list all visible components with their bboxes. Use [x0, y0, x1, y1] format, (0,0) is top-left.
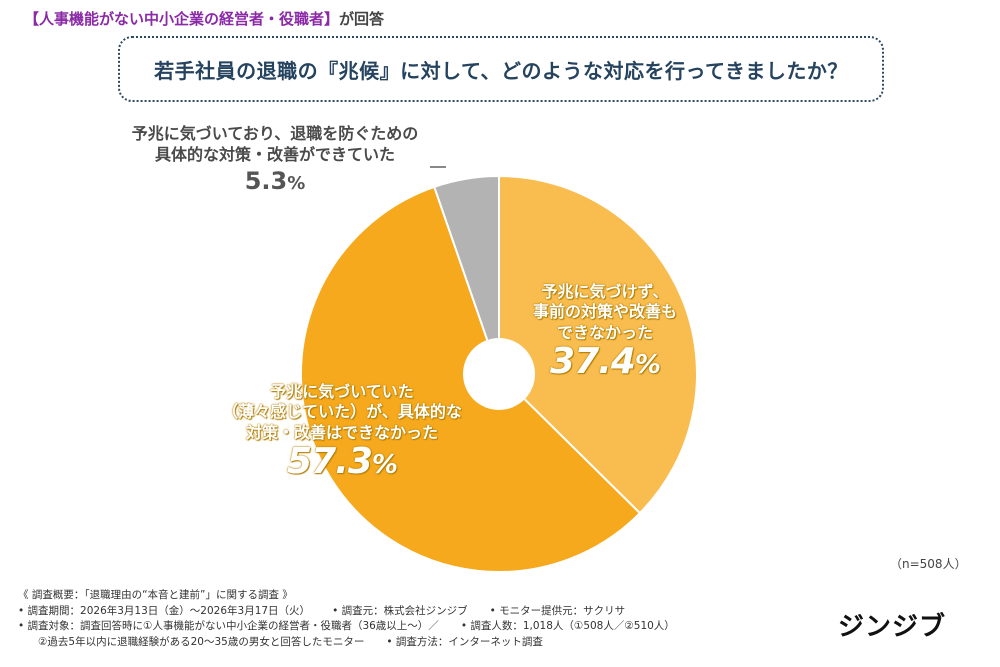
survey-subtitle-suffix: が回答	[339, 10, 385, 28]
pie-slice-3	[433, 174, 500, 375]
slice-label-unnoticed: 予兆に気づけず、 事前の対策や改善も できなかった 37.4%	[500, 282, 710, 381]
slice-label-unnoticed-line2: 事前の対策や改善も	[532, 302, 677, 322]
notes-title: 《 調査概要：「退職理由の“本音と建前”」に関する調査 》	[18, 589, 293, 601]
donut-hole	[463, 338, 535, 410]
survey-notes: 《 調査概要：「退職理由の“本音と建前”」に関する調査 》 • 調査期間：202…	[18, 588, 675, 650]
slice-label-acted-line2: 具体的な対策・改善ができていた	[154, 144, 395, 164]
question-box: 若手社員の退職の『兆候』に対して、どのような対応を行ってきましたか？	[118, 36, 884, 102]
notes-line-4: ②過去5年以内に退職経験がある20〜35歳の男女と回答したモニター • 調査方法：…	[38, 635, 543, 648]
slice-label-noticed-line3: 対策・改善はできなかった	[245, 422, 438, 442]
slice-value-unnoticed: 37.4%	[550, 341, 661, 383]
slice-label-acted-line1: 予兆に気づいており、退職を防ぐための	[131, 124, 419, 143]
slice-label-unnoticed-line1: 予兆に気づけず、	[541, 282, 669, 301]
sample-size: （n=508人）	[890, 557, 967, 571]
slice-label-noticed-line2: （薄々感じていた）が、具体的な	[222, 402, 462, 422]
survey-subtitle: 【人事機能がない中小企業の経営者・役職者】が回答	[24, 10, 385, 28]
gray-slice-leader-line	[430, 166, 446, 168]
slice-value-acted: 5.3%	[244, 166, 306, 195]
company-logo: ジンジブ	[838, 612, 947, 642]
slice-value-noticed: 57.3%	[287, 441, 398, 483]
slice-label-unnoticed-line3: できなかった	[556, 322, 653, 342]
notes-line-3: • 調査対象：調査回答時に①人事機能がない中小企業の経営者・役職者（36歳以上〜…	[18, 620, 675, 632]
notes-line-2: • 調査期間：2026年3月13日（金）〜2026年3月17日（火） • 調査元：…	[18, 604, 626, 617]
question-text: 若手社員の退職の『兆候』に対して、どのような対応を行ってきましたか？	[154, 58, 848, 83]
slice-label-noticed-acted: 予兆に気づいており、退職を防ぐための 具体的な対策・改善ができていた 5.3%	[110, 124, 440, 197]
slice-label-noticed-no-action: 予兆に気づいていた （薄々感じていた）が、具体的な 対策・改善はできなかった 5…	[192, 382, 492, 481]
pie-slice-1	[498, 174, 698, 515]
slice-label-noticed-line1: 予兆に気づいていた	[270, 382, 414, 401]
